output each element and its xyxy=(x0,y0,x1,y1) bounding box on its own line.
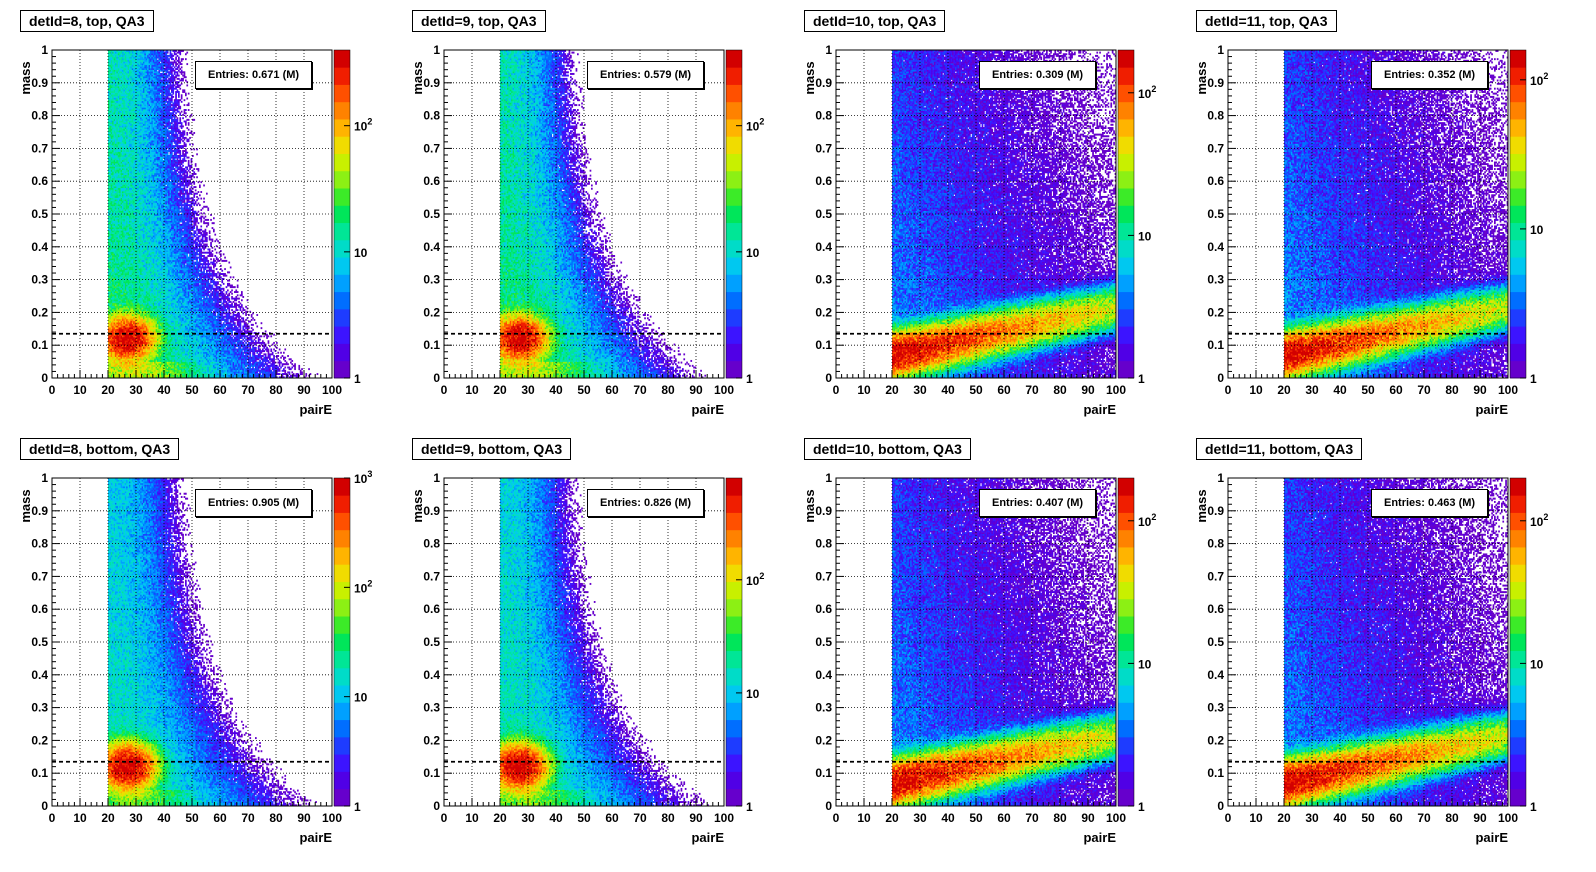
histogram-pad-1: 0 10 20 30 40 50 60 70 80 90 100 pairE 0 0.1 0.2 0.3 0.4… xyxy=(0,0,399,436)
